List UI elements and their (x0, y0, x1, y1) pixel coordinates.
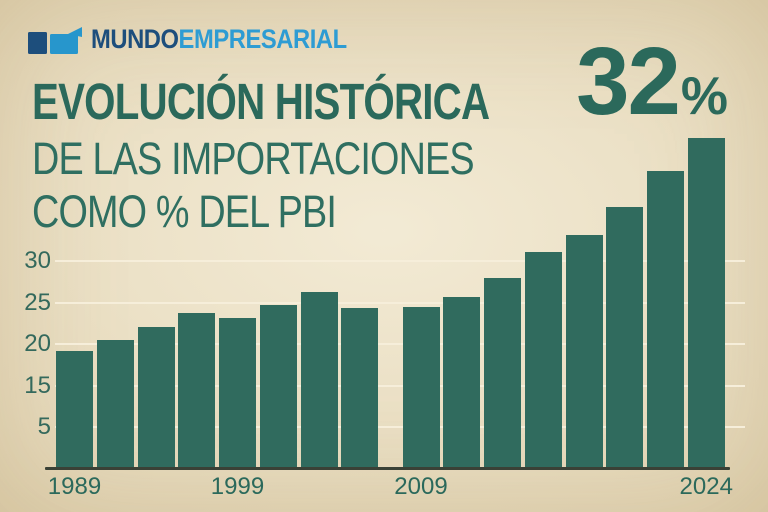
gridline (55, 260, 745, 262)
bar (647, 170, 684, 467)
gridline (55, 426, 745, 428)
logo-brand-part1: MUNDO (91, 24, 179, 54)
bar (606, 206, 644, 467)
x-axis-label: 2024 (679, 473, 733, 500)
x-axis-label: 1989 (47, 473, 102, 500)
bar (687, 138, 725, 467)
y-axis-label: 15 (24, 371, 51, 399)
bar (484, 278, 521, 467)
gridline (55, 301, 745, 304)
bar (259, 305, 297, 467)
gridline (55, 384, 745, 387)
x-axis-line (45, 467, 730, 470)
chart-title-line-3: COMO % DEL PBI (32, 186, 337, 237)
video-camera-logo-icon (28, 26, 82, 54)
bar (524, 251, 562, 467)
logo-brand-part2: EMPRESARIAL (178, 24, 348, 54)
bar (219, 318, 256, 467)
logo: MUNDOEMPRESARIAL (27, 24, 382, 55)
y-axis-label: 30 (24, 247, 51, 274)
gridline (55, 343, 745, 345)
bar (178, 312, 216, 467)
bar (402, 306, 440, 467)
x-axis-label: 1999 (210, 473, 265, 500)
bar (565, 234, 603, 467)
highlight-stat: 32 % (576, 34, 728, 130)
highlight-stat-value: 32 (576, 28, 681, 135)
bar (341, 307, 379, 467)
logo-text: MUNDOEMPRESARIAL (91, 24, 347, 55)
y-axis-label: 5 (37, 413, 51, 440)
x-axis-label: 2009 (394, 473, 448, 500)
chart-title-line-2: DE LAS IMPORTACIONES (32, 133, 475, 184)
highlight-stat-unit: % (680, 67, 728, 126)
bar (137, 326, 175, 467)
y-axis-label: 25 (24, 288, 51, 316)
chart-title-line-1: EVOLUCIÓN HISTÓRICA (32, 73, 490, 130)
bar (443, 297, 481, 467)
bar (96, 339, 134, 467)
bar (300, 292, 338, 467)
bar (56, 351, 93, 467)
y-axis-label: 20 (24, 330, 51, 357)
